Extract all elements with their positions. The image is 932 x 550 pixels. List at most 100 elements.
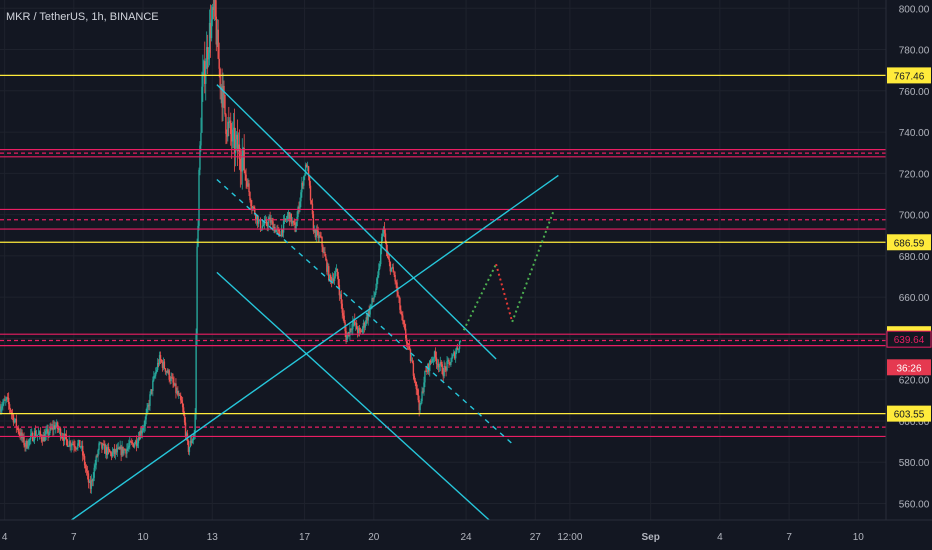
trendline-upper-channel[interactable] [216, 84, 497, 360]
candle-body [343, 315, 345, 323]
candle-body [145, 413, 147, 420]
projections[interactable] [462, 210, 555, 331]
candle-body [62, 437, 65, 442]
candle-body [113, 448, 116, 454]
candle-body [453, 352, 455, 355]
candle-body [174, 383, 176, 386]
candle-body [149, 394, 151, 406]
candle-body [380, 248, 382, 265]
candle-body [25, 441, 27, 447]
candle-body [395, 281, 397, 283]
candle-body [410, 360, 413, 362]
candle-body [106, 447, 109, 455]
candle-body [289, 213, 292, 222]
candle-body [157, 362, 160, 364]
candle-body [255, 215, 258, 220]
candle-body [122, 446, 124, 454]
candle-body [47, 429, 49, 436]
candle-body [440, 362, 442, 365]
x-tick-label: 13 [207, 532, 219, 543]
symbol-label: MKR / TetherUS, 1h, BINANCE [6, 11, 159, 23]
candle-body [217, 29, 219, 59]
candle-body [119, 446, 121, 450]
trendline-channel-mid[interactable] [216, 179, 515, 447]
candle-body [125, 449, 127, 454]
y-tick-label: 680.00 [899, 252, 930, 263]
candle-body [86, 471, 89, 474]
candle-body [418, 400, 420, 411]
candle-body [269, 217, 271, 223]
candle-body [182, 407, 185, 415]
candle-body [450, 361, 452, 366]
candle-body [168, 370, 170, 380]
candle-body [296, 217, 298, 227]
candle-body [108, 449, 111, 453]
candle-body [372, 298, 374, 300]
candle-body [153, 376, 155, 381]
candle-body [404, 324, 406, 329]
candle-body [424, 370, 426, 383]
candle-body [64, 433, 67, 435]
candle-body [455, 347, 458, 353]
candle-body [127, 447, 129, 449]
candle-body [337, 276, 340, 285]
candle-body [220, 86, 222, 88]
candle-body [211, 7, 214, 20]
candle-body [85, 468, 88, 472]
y-axis[interactable]: 560.00580.00600.00620.00640.00660.00680.… [885, 0, 932, 550]
horizontal-levels[interactable] [0, 74, 886, 438]
candle-body [318, 235, 320, 239]
projection-path-green[interactable] [462, 263, 497, 331]
candle-body [256, 215, 259, 224]
candle-body [146, 407, 148, 414]
candle-body [332, 278, 335, 282]
candle-body [37, 433, 40, 435]
candle-body [81, 445, 83, 447]
candle-body [114, 449, 117, 454]
candle-body [323, 251, 325, 253]
candle-body [101, 442, 103, 449]
x-tick-label: 7 [71, 532, 77, 543]
candle-body [187, 440, 190, 452]
candle-body [260, 229, 263, 231]
candle-body [308, 176, 311, 186]
candle-body [379, 264, 381, 269]
candle-body [73, 444, 75, 447]
candle-body [131, 442, 134, 444]
candle-body [203, 61, 205, 73]
trendlines[interactable] [71, 84, 559, 521]
price-tag-yellow [887, 405, 931, 422]
candle-body [312, 214, 315, 232]
candle-body [442, 374, 444, 377]
candle-body [412, 363, 415, 376]
trendline-lower-channel[interactable] [216, 271, 490, 521]
x-axis[interactable]: 4 7 10 13 17 20 24 27 12:00 Sep 4 7 10 [0, 519, 932, 550]
candle-body [170, 377, 172, 381]
x-tick-label: 20 [368, 532, 380, 543]
y-tick-label: 780.00 [899, 46, 930, 57]
candle-body [166, 371, 168, 373]
candle-body [52, 426, 54, 430]
candle-body [255, 214, 257, 220]
candle-body [448, 359, 450, 362]
y-tick-label: 800.00 [899, 4, 930, 15]
candle-body [98, 443, 100, 451]
candle-body [82, 455, 85, 457]
candle-body [207, 52, 210, 60]
candle-body [115, 449, 118, 453]
candle-body [339, 294, 342, 296]
candle-body [110, 452, 113, 457]
candle-body [219, 68, 221, 87]
trendline-rising-support[interactable] [71, 174, 559, 521]
candle-body [76, 447, 78, 449]
candle-body [107, 447, 110, 450]
candle-body [262, 225, 265, 227]
candle-body [150, 389, 152, 395]
candle-body [244, 171, 246, 175]
countdown-label: 36:26 [896, 363, 921, 374]
candle-body [21, 432, 23, 439]
candle-body [148, 405, 150, 407]
candle-body [189, 440, 192, 447]
candle-body [425, 370, 427, 372]
